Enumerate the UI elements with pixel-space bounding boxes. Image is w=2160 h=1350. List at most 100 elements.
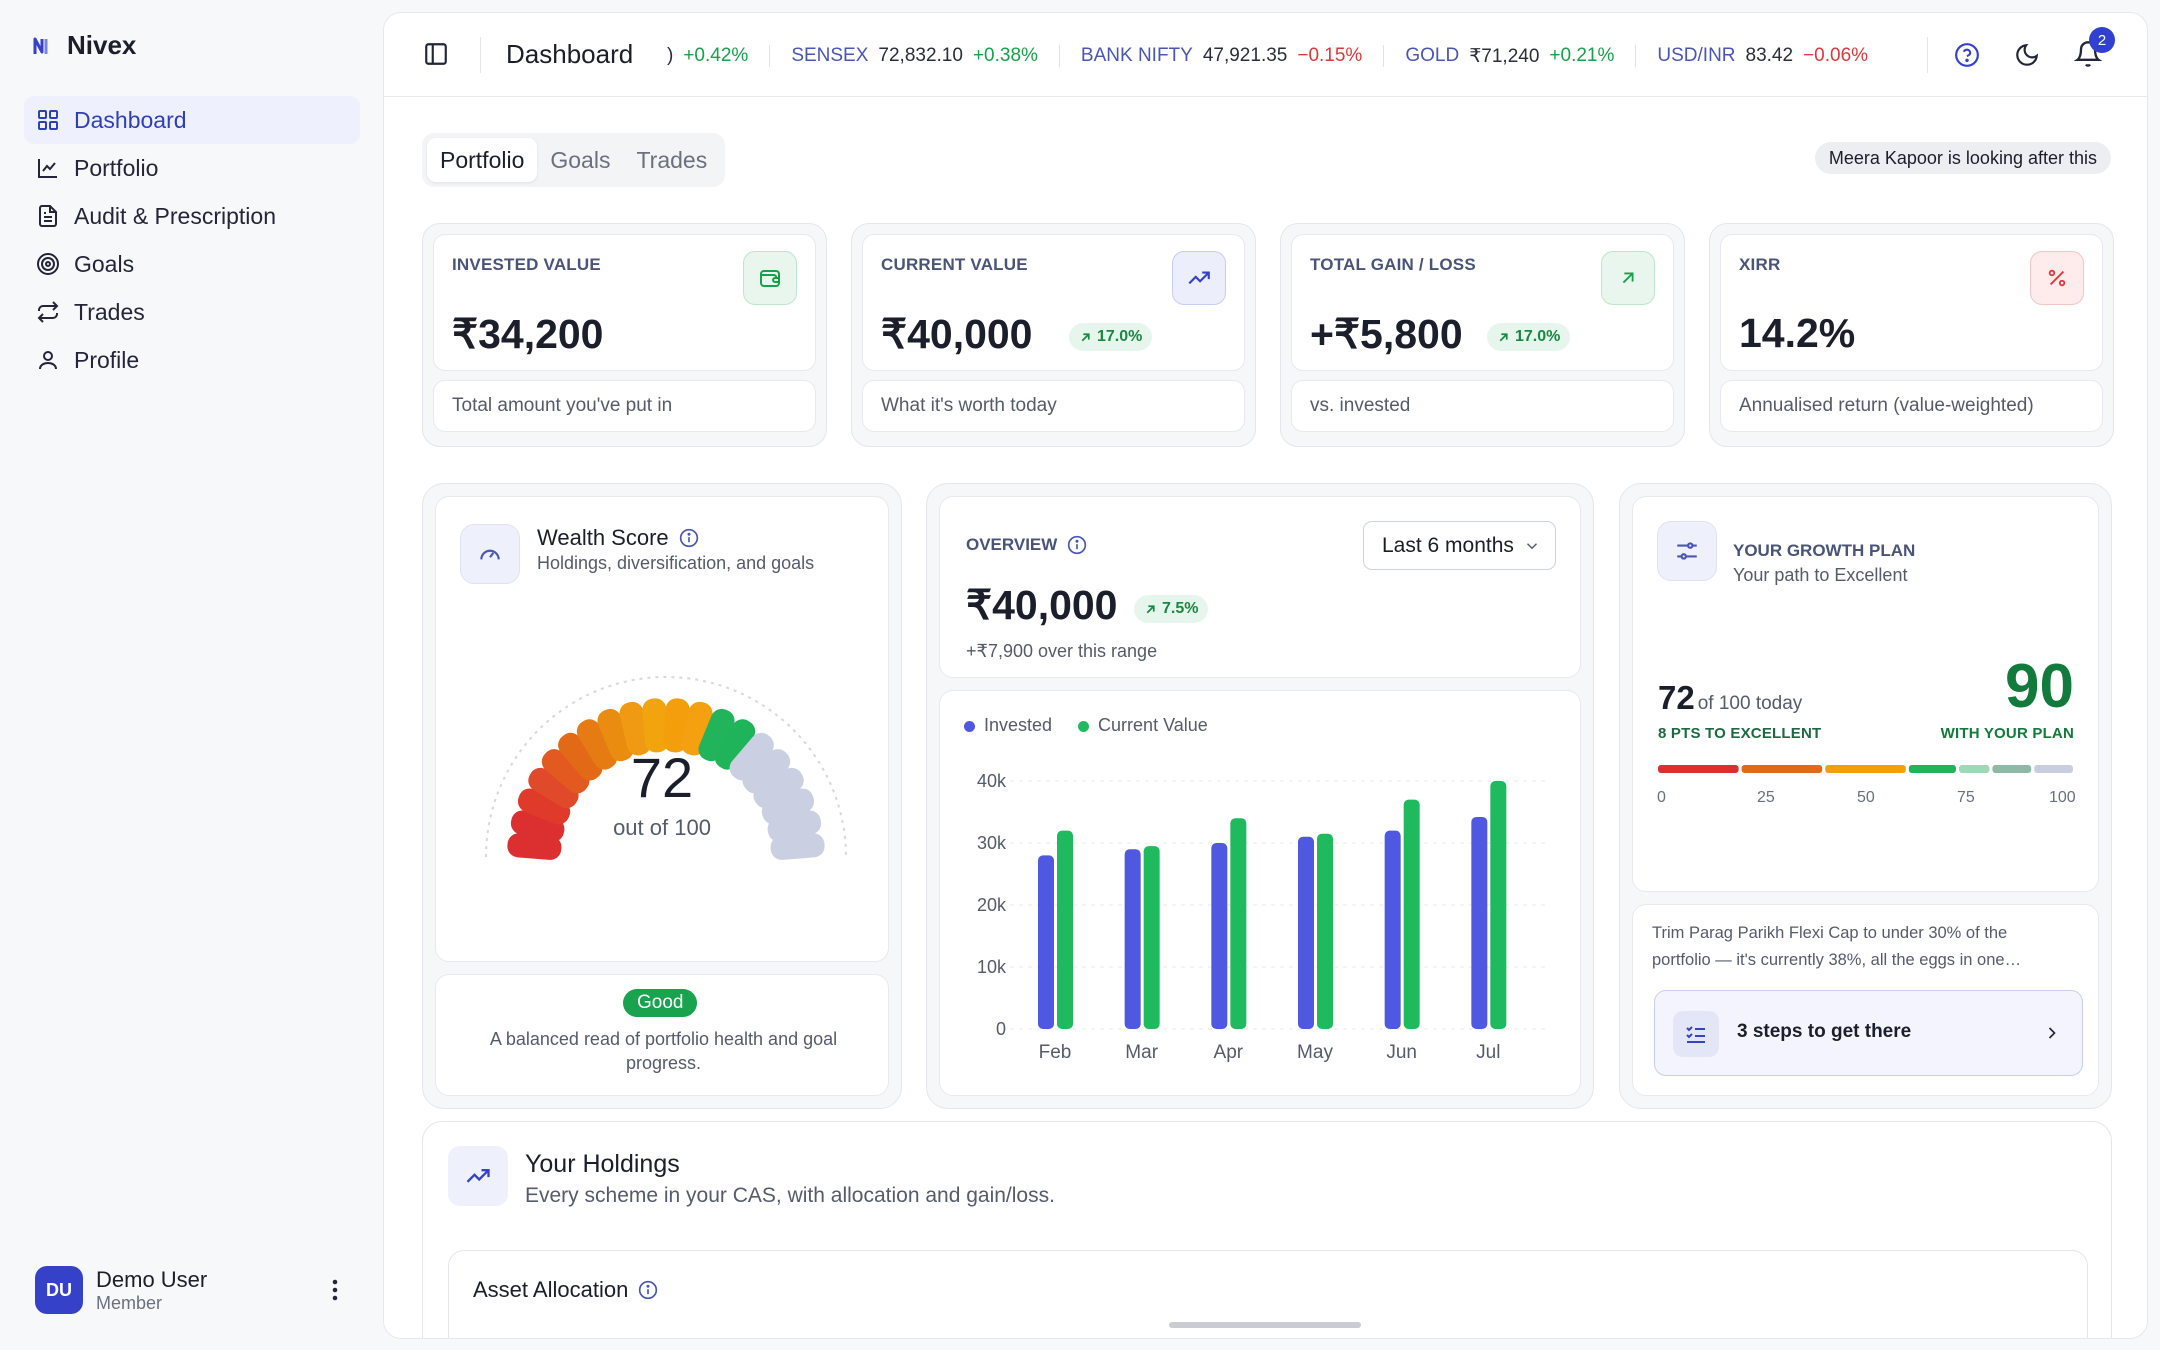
growth-plan-steps-button[interactable]: 3 steps to get there bbox=[1654, 990, 2083, 1076]
wealth-score-gauge bbox=[485, 676, 847, 860]
x-tick-label: Feb bbox=[1039, 1042, 1072, 1063]
asset-allocation-panel: Asset Allocation bbox=[448, 1250, 2088, 1338]
chevron-down-icon bbox=[1526, 543, 1538, 550]
ticker-item-sensex: SENSEX 72,832.10 +0.38% bbox=[791, 45, 1038, 66]
sidebar-toggle-icon[interactable] bbox=[423, 41, 449, 67]
y-tick-label: 10k bbox=[977, 957, 1007, 977]
bar-invested[interactable] bbox=[1471, 816, 1488, 1029]
gauge-segment bbox=[753, 767, 804, 809]
tab-goals[interactable]: Goals bbox=[550, 146, 611, 173]
advisor-badge: Meera Kapoor is looking after this bbox=[1814, 142, 2111, 174]
top-bar: Dashboard ) +0.42% SENSEX 72,832.10 +0.38% BA… bbox=[384, 13, 2147, 97]
wallet-icon bbox=[743, 251, 797, 305]
help-icon[interactable] bbox=[1954, 42, 1980, 68]
info-icon[interactable] bbox=[1067, 535, 1087, 555]
bar-current-value[interactable] bbox=[1143, 846, 1160, 1029]
user-account[interactable]: DU Demo User Member bbox=[35, 1266, 355, 1314]
sidebar-item-goals[interactable]: Goals bbox=[24, 240, 360, 288]
growth-plan-card: YOUR GROWTH PLAN Your path to Excellent … bbox=[1619, 483, 2112, 1109]
kpi-caption: Annualised return (value-weighted) bbox=[1720, 380, 2103, 432]
sidebar-item-dashboard[interactable]: Dashboard bbox=[24, 96, 360, 144]
overview-card: OVERVIEW Last 6 months ₹40,000 7.5% +₹7,… bbox=[926, 483, 1594, 1109]
gauge-segment bbox=[597, 708, 634, 762]
legend-item-current-value: Current Value bbox=[1078, 715, 1208, 736]
info-icon[interactable] bbox=[679, 528, 699, 548]
kpi-card-gain: TOTAL GAIN / LOSS +₹5,800 17.0% vs. inve… bbox=[1280, 223, 1685, 447]
scale-segment bbox=[1825, 765, 1906, 773]
more-vertical-icon[interactable] bbox=[323, 1276, 347, 1304]
avatar: DU bbox=[35, 1266, 83, 1314]
brand[interactable]: Nivex bbox=[33, 30, 136, 61]
grid-icon bbox=[38, 110, 58, 130]
range-select[interactable]: Last 6 months bbox=[1363, 521, 1556, 570]
info-icon[interactable] bbox=[638, 1280, 658, 1300]
gauge-segment bbox=[742, 749, 791, 794]
horizontal-scrollbar[interactable] bbox=[1169, 1322, 1361, 1328]
kpi-value: ₹34,200 bbox=[452, 311, 604, 357]
legend-item-invested: Invested bbox=[964, 715, 1052, 736]
bar-current-value[interactable] bbox=[1057, 830, 1073, 1029]
overview-change-chip: 7.5% bbox=[1134, 595, 1209, 623]
sidebar-item-audit[interactable]: Audit & Prescription bbox=[24, 192, 360, 240]
bar-current-value[interactable] bbox=[1317, 833, 1333, 1029]
sidebar-item-label: Trades bbox=[74, 298, 145, 325]
target-icon bbox=[37, 253, 59, 275]
growth-plan-pts: 8 PTS TO EXCELLENT bbox=[1658, 725, 1822, 742]
kpi-label: TOTAL GAIN / LOSS bbox=[1310, 255, 1476, 274]
x-tick-label: May bbox=[1297, 1042, 1333, 1063]
bar-invested[interactable] bbox=[1038, 855, 1054, 1029]
overview-value: ₹40,000 bbox=[966, 582, 1118, 628]
bar-current-value[interactable] bbox=[1403, 799, 1420, 1029]
x-tick-label: Jun bbox=[1386, 1042, 1417, 1063]
sidebar-item-trades[interactable]: Trades bbox=[24, 288, 360, 336]
chart-legend: Invested Current Value bbox=[964, 715, 1208, 736]
divider bbox=[480, 37, 481, 73]
bar-invested[interactable] bbox=[1124, 849, 1141, 1029]
kpi-card-current: CURRENT VALUE ₹40,000 17.0% What it's wo… bbox=[851, 223, 1256, 447]
gauge-segment bbox=[761, 788, 815, 825]
kpi-caption: vs. invested bbox=[1291, 380, 1674, 432]
y-tick-label: 20k bbox=[977, 895, 1007, 915]
x-tick-label: Jul bbox=[1476, 1042, 1500, 1063]
growth-plan-advice: Trim Parag Parikh Flexi Cap to under 30%… bbox=[1652, 924, 2022, 969]
asset-allocation-title: Asset Allocation bbox=[473, 1277, 658, 1303]
overview-bar-chart: 40k 30k 20k 10k 0 Feb Mar Apr May Jun Jul bbox=[977, 771, 1550, 1063]
scale-segment bbox=[1992, 765, 2032, 773]
gauge-segment bbox=[517, 788, 571, 825]
ticker-item-usd-inr: USD/INR 83.42 −0.06% bbox=[1657, 45, 1869, 66]
x-tick-label: Mar bbox=[1125, 1042, 1158, 1063]
tab-trades[interactable]: Trades bbox=[636, 146, 708, 173]
kpi-card-invested: INVESTED VALUE ₹34,200 Total amount you'… bbox=[422, 223, 827, 447]
holdings-section: Your Holdings Every scheme in your CAS, … bbox=[422, 1121, 2112, 1338]
sidebar-item-portfolio[interactable]: Portfolio bbox=[24, 144, 360, 192]
bar-invested[interactable] bbox=[1211, 843, 1228, 1029]
sidebar-item-profile[interactable]: Profile bbox=[24, 336, 360, 384]
tab-portfolio[interactable]: Portfolio bbox=[427, 138, 538, 182]
gauge-segment bbox=[541, 749, 590, 794]
growth-plan-label: YOUR GROWTH PLAN bbox=[1733, 541, 1916, 560]
percent-icon bbox=[2030, 251, 2084, 305]
bar-invested[interactable] bbox=[1384, 830, 1401, 1029]
growth-plan-steps-label: 3 steps to get there bbox=[1737, 1021, 1912, 1042]
arrow-up-right-icon bbox=[1081, 332, 1090, 341]
bar-invested[interactable] bbox=[1298, 836, 1314, 1029]
wealth-score-out-of: out of 100 bbox=[613, 815, 711, 840]
sidebar-item-label: Goals bbox=[74, 250, 135, 277]
kpi-caption: Total amount you've put in bbox=[433, 380, 816, 432]
growth-plan-scale-ticks: 0 25 50 75 100 bbox=[1657, 789, 2076, 806]
trend-up-icon bbox=[1172, 251, 1226, 305]
y-tick-label: 40k bbox=[977, 771, 1007, 791]
moon-icon[interactable] bbox=[2014, 42, 2040, 68]
gauge-segment bbox=[770, 833, 825, 860]
bar-current-value[interactable] bbox=[1490, 781, 1507, 1029]
user-icon bbox=[39, 351, 57, 370]
bar-current-value[interactable] bbox=[1230, 818, 1247, 1029]
gauge-segment bbox=[714, 719, 756, 770]
gauge-icon bbox=[460, 524, 520, 584]
sidebar-item-label: Audit & Prescription bbox=[74, 202, 276, 229]
holdings-subtitle: Every scheme in your CAS, with allocatio… bbox=[525, 1184, 1055, 1207]
ticker-item-gold: GOLD ₹71,240 +0.21% bbox=[1405, 45, 1615, 67]
overview-delta: +₹7,900 over this range bbox=[966, 641, 1158, 661]
nivex-logo-icon bbox=[33, 37, 48, 54]
growth-plan-today: 72 of 100 today bbox=[1658, 679, 1803, 716]
